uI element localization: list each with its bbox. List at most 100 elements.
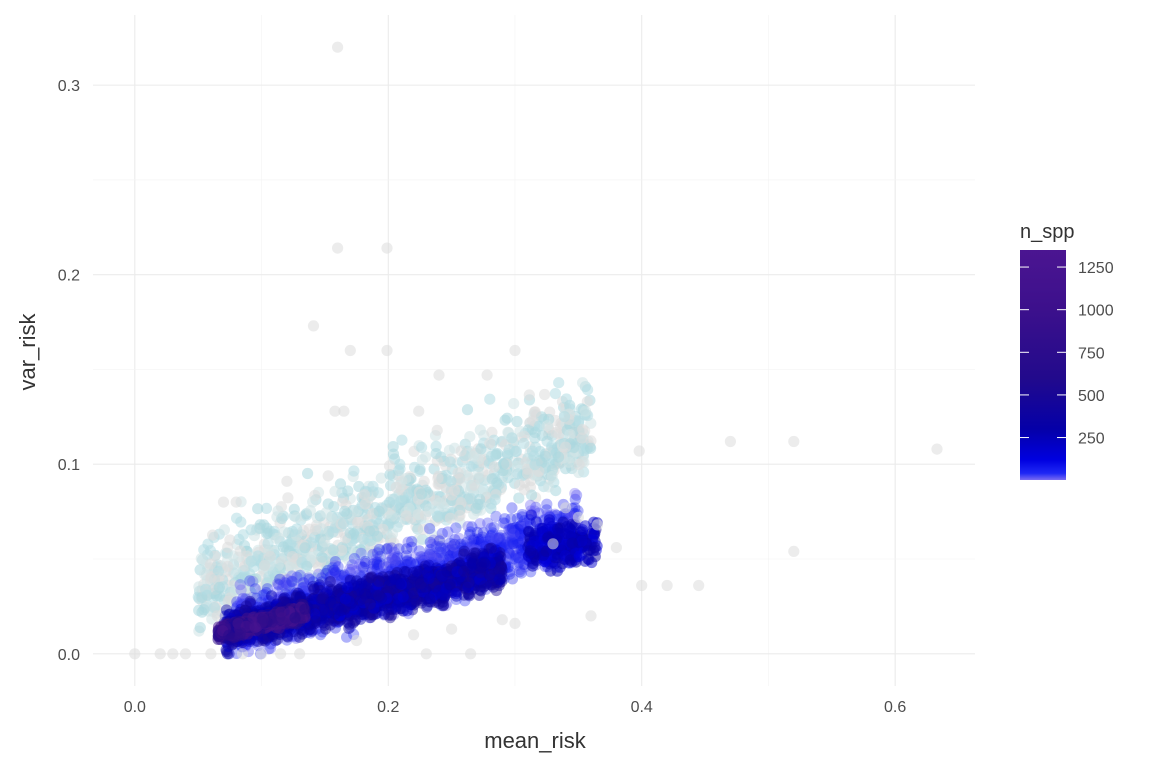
data-point (261, 528, 273, 540)
data-point (569, 502, 581, 514)
data-point (389, 597, 401, 610)
data-point (493, 573, 506, 586)
data-point (503, 444, 515, 456)
data-point (321, 613, 333, 625)
data-point (384, 469, 396, 481)
data-point (309, 615, 321, 627)
data-point (573, 466, 585, 479)
data-point (286, 551, 298, 563)
data-point (400, 510, 412, 522)
data-point (514, 425, 526, 437)
data-point (471, 536, 483, 548)
data-point (373, 576, 385, 588)
data-point (463, 473, 475, 485)
data-point (198, 604, 210, 616)
data-point (475, 443, 487, 455)
x-axis-title: mean_risk (484, 728, 586, 753)
data-point (272, 505, 284, 517)
data-point (485, 570, 498, 582)
data-point (478, 580, 491, 592)
data-point (416, 488, 428, 500)
data-point (436, 527, 448, 540)
data-point (335, 594, 347, 606)
data-point (461, 562, 473, 574)
data-point (408, 629, 420, 641)
data-point (235, 584, 247, 596)
data-point (576, 535, 588, 547)
y-tick-label: 0.3 (58, 78, 80, 95)
data-point (224, 534, 236, 546)
data-point (359, 588, 371, 600)
data-point (236, 648, 249, 660)
data-point (301, 622, 313, 634)
data-point (381, 344, 393, 357)
data-point (558, 411, 571, 423)
data-point (311, 596, 323, 608)
data-point (553, 528, 565, 540)
data-point (374, 565, 386, 578)
data-point (252, 550, 264, 562)
data-point (788, 435, 800, 448)
data-point (388, 493, 400, 505)
data-point (508, 398, 520, 410)
data-point (349, 592, 362, 604)
data-point (438, 551, 450, 563)
data-point (332, 41, 344, 53)
data-point (463, 548, 475, 560)
data-point (478, 536, 490, 548)
data-point (404, 576, 417, 588)
data-point (255, 648, 268, 660)
data-point (299, 581, 311, 593)
data-point (446, 623, 458, 635)
data-point (468, 547, 480, 559)
data-point (337, 517, 350, 530)
data-point (444, 512, 456, 524)
data-point (381, 543, 393, 555)
data-point (351, 634, 363, 647)
data-point (472, 467, 484, 479)
data-point (484, 437, 496, 449)
data-point (444, 555, 457, 567)
data-point (438, 501, 450, 513)
data-point (316, 572, 328, 584)
data-point (474, 493, 486, 505)
data-point (409, 564, 421, 577)
data-point (507, 533, 519, 545)
data-point (331, 593, 343, 606)
data-point (424, 523, 436, 535)
data-point (543, 517, 555, 529)
data-point (293, 631, 306, 643)
data-point (433, 369, 445, 381)
data-point (430, 448, 442, 460)
data-point (327, 544, 339, 556)
data-point (511, 415, 523, 428)
data-point (374, 580, 386, 592)
data-point (263, 594, 275, 607)
data-point (324, 571, 336, 583)
data-point (549, 388, 562, 400)
data-point (353, 606, 365, 618)
data-point (432, 472, 444, 484)
data-point (433, 546, 446, 558)
data-point (459, 566, 471, 578)
y-axis-title: var_risk (15, 312, 40, 390)
data-point (324, 576, 336, 588)
data-point (412, 534, 424, 546)
data-point (397, 591, 409, 603)
data-point (569, 487, 581, 500)
data-point (358, 489, 370, 501)
data-point (205, 572, 217, 584)
data-point (444, 456, 456, 468)
data-point (217, 496, 230, 508)
data-point (240, 572, 252, 584)
data-point (448, 484, 461, 497)
data-point (434, 533, 446, 545)
data-point (366, 563, 378, 576)
data-point (231, 512, 243, 524)
data-point (373, 505, 385, 517)
data-point (342, 485, 354, 497)
data-point (336, 544, 348, 557)
data-point (565, 452, 577, 464)
data-point (355, 547, 367, 559)
data-point (529, 459, 541, 471)
